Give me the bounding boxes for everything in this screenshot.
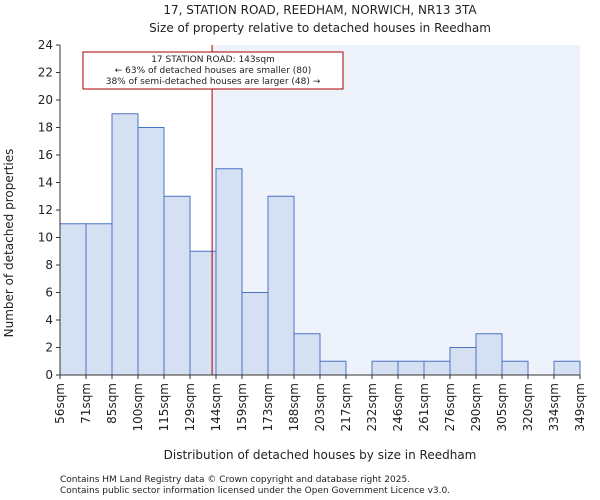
x-tick-label-334sqm: 334sqm bbox=[547, 383, 561, 431]
y-tick-label-8: 8 bbox=[45, 258, 53, 272]
bar-276sqm bbox=[449, 347, 477, 376]
x-tick-label-100sqm: 100sqm bbox=[131, 383, 145, 431]
x-tick-label-320sqm: 320sqm bbox=[521, 383, 535, 431]
bar-56sqm bbox=[59, 223, 87, 376]
y-tick-label-10: 10 bbox=[38, 231, 53, 245]
x-tick-label-71sqm: 71sqm bbox=[79, 383, 93, 424]
x-tick-label-232sqm: 232sqm bbox=[365, 383, 379, 431]
x-tick-label-159sqm: 159sqm bbox=[235, 383, 249, 431]
x-tick-label-261sqm: 261sqm bbox=[417, 383, 431, 431]
annotation-line-3: 38% of semi-detached houses are larger (… bbox=[106, 77, 321, 87]
chart-title: 17, STATION ROAD, REEDHAM, NORWICH, NR13… bbox=[163, 3, 477, 17]
bar-188sqm bbox=[293, 333, 321, 376]
axes-group bbox=[56, 44, 581, 379]
bar-85sqm bbox=[111, 113, 139, 376]
annotation-box: 17 STATION ROAD: 143sqm ← 63% of detache… bbox=[82, 51, 344, 90]
x-tick-label-217sqm: 217sqm bbox=[339, 383, 353, 431]
bar-203sqm bbox=[319, 360, 347, 376]
bar-144sqm bbox=[215, 168, 243, 376]
x-tick-label-129sqm: 129sqm bbox=[183, 383, 197, 431]
y-tick-label-20: 20 bbox=[38, 93, 53, 107]
bar-159sqm bbox=[241, 292, 269, 376]
bars-group bbox=[59, 113, 581, 376]
bar-173sqm bbox=[267, 195, 295, 376]
y-tick-label-24: 24 bbox=[38, 38, 53, 52]
y-tick-label-16: 16 bbox=[38, 148, 53, 162]
y-tick-label-0: 0 bbox=[45, 368, 53, 382]
y-tick-label-22: 22 bbox=[38, 66, 53, 80]
x-tick-label-188sqm: 188sqm bbox=[287, 383, 301, 431]
bar-71sqm bbox=[85, 223, 113, 376]
x-tick-label-246sqm: 246sqm bbox=[391, 383, 405, 431]
x-tick-label-305sqm: 305sqm bbox=[495, 383, 509, 431]
x-axis-label: Distribution of detached houses by size … bbox=[164, 448, 477, 462]
y-tick-label-18: 18 bbox=[38, 121, 53, 135]
x-tick-label-203sqm: 203sqm bbox=[313, 383, 327, 431]
x-tick-label-173sqm: 173sqm bbox=[261, 383, 275, 431]
y-tick-label-6: 6 bbox=[45, 286, 53, 300]
x-tick-label-349sqm: 349sqm bbox=[573, 383, 587, 431]
bar-100sqm bbox=[137, 127, 165, 376]
x-tick-label-115sqm: 115sqm bbox=[157, 383, 171, 431]
bar-246sqm bbox=[397, 360, 425, 376]
bar-232sqm bbox=[371, 360, 399, 376]
bar-261sqm bbox=[423, 360, 451, 376]
x-tick-label-85sqm: 85sqm bbox=[105, 383, 119, 424]
x-tick-labels: 56sqm 71sqm 85sqm 100sqm 115sqm 129sqm 144sqm 1… bbox=[53, 383, 587, 431]
footer-line-2: Contains public sector information licen… bbox=[60, 486, 450, 496]
y-tick-label-2: 2 bbox=[45, 341, 53, 355]
y-tick-label-14: 14 bbox=[38, 176, 53, 190]
y-tick-label-12: 12 bbox=[38, 203, 53, 217]
x-tick-label-144sqm: 144sqm bbox=[209, 383, 223, 431]
chart-subtitle: Size of property relative to detached ho… bbox=[149, 21, 491, 35]
bar-334sqm bbox=[553, 360, 581, 376]
bar-305sqm bbox=[501, 360, 529, 376]
annotation-line-1: 17 STATION ROAD: 143sqm bbox=[151, 55, 275, 65]
x-tick-label-290sqm: 290sqm bbox=[469, 383, 483, 431]
y-tick-label-4: 4 bbox=[45, 313, 53, 327]
annotation-border bbox=[82, 51, 344, 90]
x-tick-label-56sqm: 56sqm bbox=[53, 383, 67, 424]
footer-line-1: Contains HM Land Registry data © Crown c… bbox=[60, 475, 410, 485]
annotation-line-2: ← 63% of detached houses are smaller (80… bbox=[115, 66, 312, 76]
bar-115sqm bbox=[163, 195, 191, 376]
bar-290sqm bbox=[475, 333, 503, 376]
x-tick-label-276sqm: 276sqm bbox=[443, 383, 457, 431]
y-axis-label: Number of detached properties bbox=[2, 149, 16, 338]
